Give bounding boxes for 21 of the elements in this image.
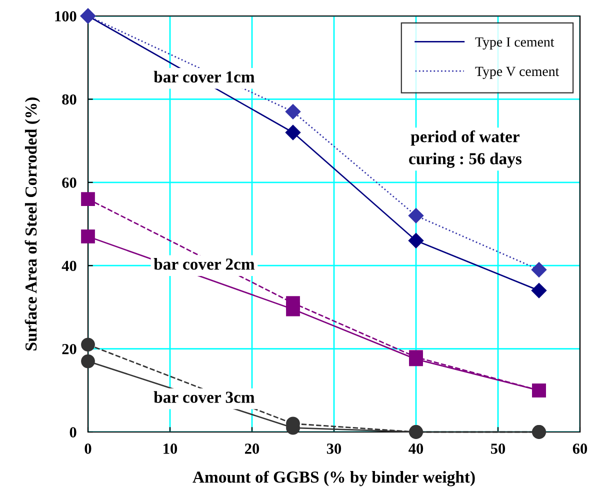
y-axis-title: Surface Area of Steel Corroded (%) — [24, 98, 40, 350]
x-tick-label: 10 — [164, 444, 178, 454]
y-tick-label: 60 — [62, 178, 76, 188]
x-tick-label: 60 — [572, 444, 588, 454]
legend-label: Type I cement — [475, 37, 554, 50]
x-axis-title: Amount of GGBS (% by binder weight) — [192, 470, 475, 486]
y-tick-label: 100 — [55, 11, 76, 22]
x-tick-label: 30 — [326, 444, 342, 454]
x-tick-label: 40 — [408, 444, 424, 454]
y-tick-label: 40 — [62, 260, 76, 272]
annotation: bar cover 3cm — [154, 391, 255, 403]
annotation: bar cover 1cm — [154, 70, 255, 83]
legend-label: Type V cement — [475, 66, 560, 79]
y-tick-label: 80 — [62, 94, 76, 105]
y-tick-label: 0 — [70, 427, 76, 438]
annotation: bar cover 2cm — [154, 258, 255, 270]
x-tick-label: 50 — [490, 444, 506, 454]
x-tick-label: 0 — [84, 444, 92, 454]
x-tick-label: 20 — [245, 444, 260, 454]
annotation: period of water curing : 56 days — [409, 130, 522, 168]
y-tick-label: 20 — [62, 344, 76, 354]
